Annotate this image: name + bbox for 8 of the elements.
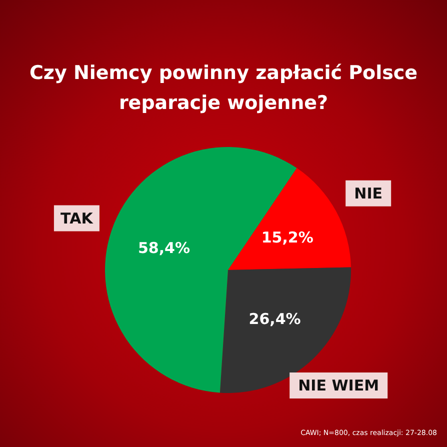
chart-title: Czy Niemcy powinny zapłacić Polsce reparacje wojenne? [28, 61, 419, 116]
data-label: 26,4% [248, 310, 301, 328]
pie-slice [228, 168, 351, 270]
data-label: 58,4% [138, 239, 190, 258]
slice-label: NIE [354, 184, 383, 202]
slice-label: NIE WIEM [298, 376, 380, 394]
slice-label: TAK [60, 209, 94, 228]
data-label: 15,2% [261, 228, 314, 247]
